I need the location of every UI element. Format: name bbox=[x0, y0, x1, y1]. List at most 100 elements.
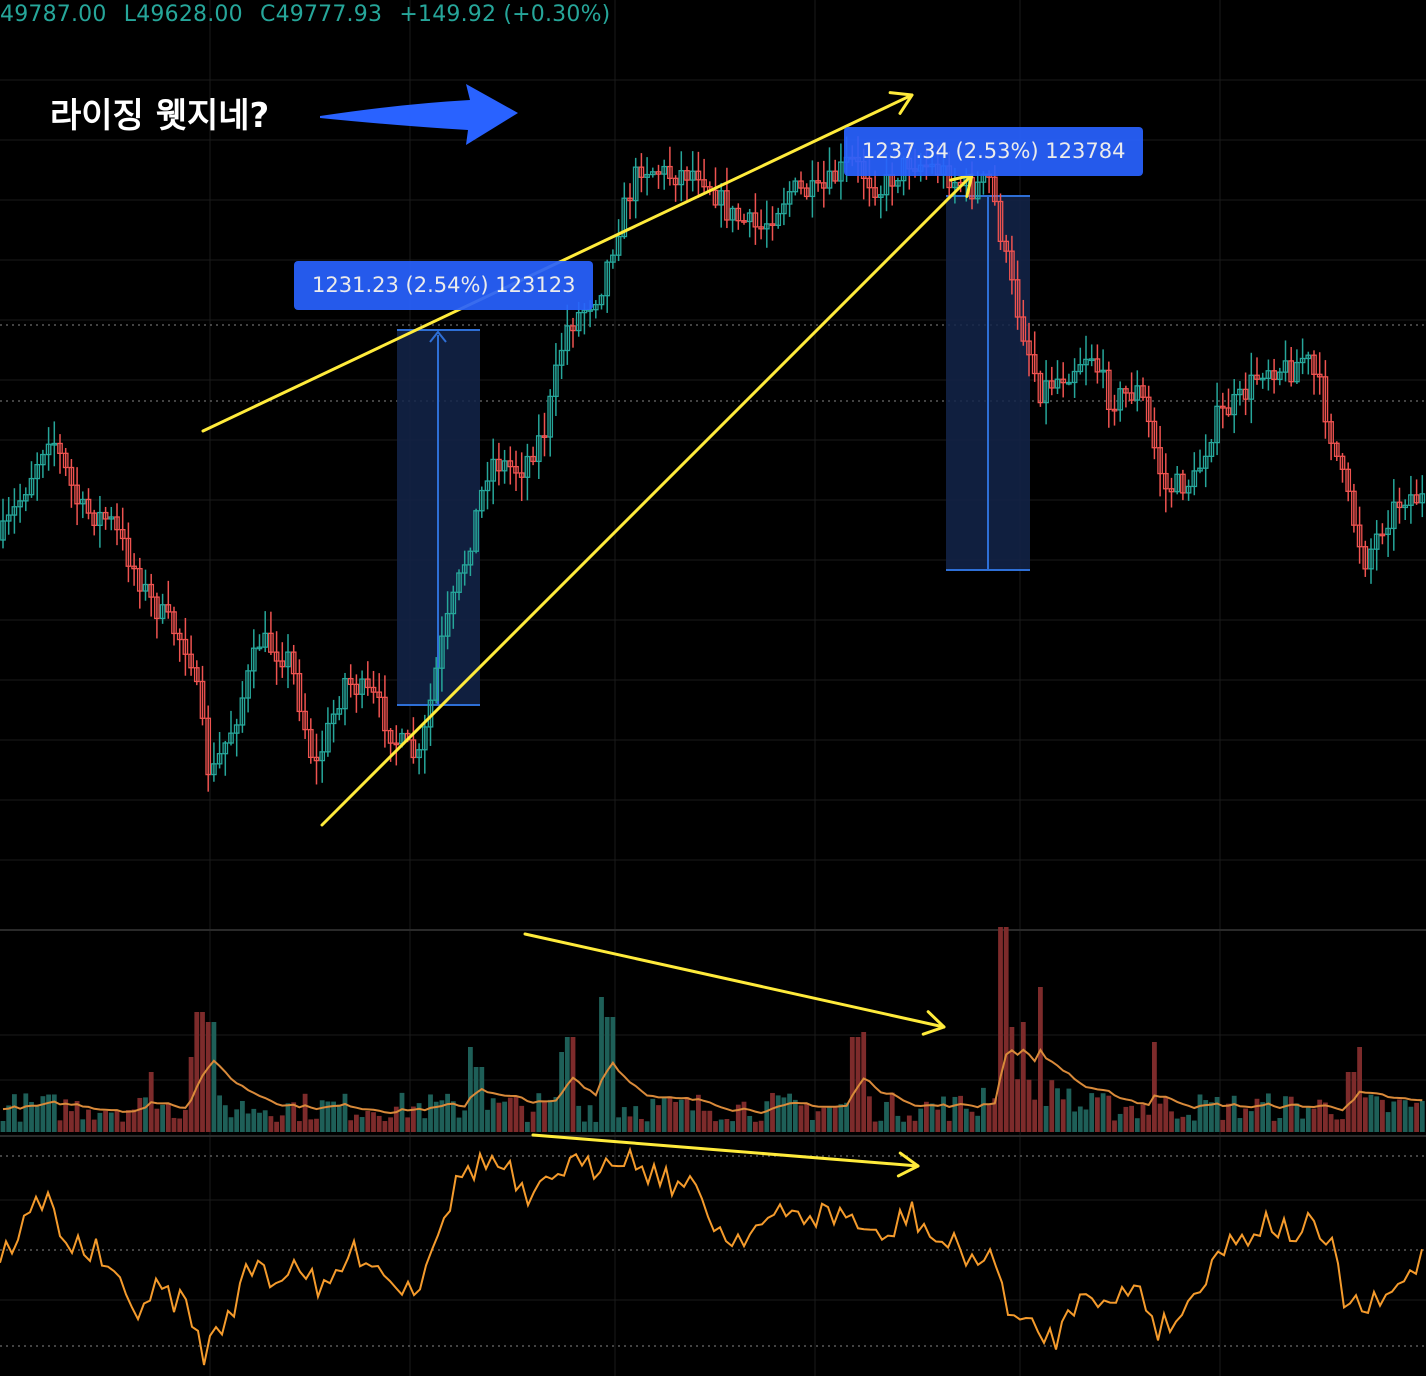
volume-bar bbox=[496, 1102, 502, 1132]
measurement-label[interactable]: 1231.23 (2.54%) 123123 bbox=[294, 261, 594, 310]
candle-body bbox=[604, 261, 611, 297]
volume-bar bbox=[912, 1120, 918, 1132]
volume-bar bbox=[576, 1105, 582, 1132]
volume-moving-average-line bbox=[2, 1048, 1423, 1115]
candle-body bbox=[1214, 405, 1220, 444]
candle-body bbox=[342, 677, 348, 710]
candle-body bbox=[1311, 354, 1317, 375]
volume-bar bbox=[975, 1115, 981, 1132]
candle-body bbox=[1111, 408, 1118, 412]
candle-body bbox=[28, 477, 35, 496]
volume-bar bbox=[450, 1101, 456, 1132]
volume-bar bbox=[1271, 1120, 1277, 1132]
volume-bar bbox=[718, 1119, 724, 1132]
volume-bar bbox=[998, 927, 1003, 1132]
candle-body bbox=[1333, 442, 1340, 457]
candle-body bbox=[524, 455, 531, 478]
candle-body bbox=[1288, 360, 1295, 383]
volume-bar bbox=[69, 1111, 74, 1132]
volume-bar bbox=[582, 1121, 587, 1132]
volume-bar bbox=[901, 1121, 906, 1132]
volume-bar bbox=[730, 1121, 735, 1132]
volume-bar bbox=[211, 1022, 217, 1132]
candle-body bbox=[11, 506, 18, 516]
candle-body bbox=[649, 171, 656, 176]
candle-body bbox=[410, 739, 417, 759]
candle-body bbox=[729, 207, 736, 221]
candle-body bbox=[1248, 374, 1255, 400]
candle-body bbox=[803, 187, 810, 198]
candle-body bbox=[610, 254, 616, 263]
volume-bar bbox=[832, 1106, 838, 1132]
measurement-label[interactable]: 1237.34 (2.53%) 123784 bbox=[844, 127, 1144, 176]
volume-bar bbox=[1060, 1099, 1066, 1132]
volume-bar bbox=[1123, 1106, 1129, 1132]
candle-body bbox=[22, 494, 29, 502]
candle-body bbox=[712, 189, 719, 206]
volume-bar bbox=[1260, 1102, 1266, 1132]
candle-body bbox=[689, 170, 696, 181]
candle-body bbox=[644, 173, 650, 178]
candle-body bbox=[79, 498, 86, 505]
volume-bar bbox=[6, 1105, 12, 1132]
volume-bar bbox=[963, 1108, 969, 1132]
volume-bar bbox=[929, 1103, 935, 1132]
candle-body bbox=[1174, 473, 1181, 493]
volume-bar bbox=[1220, 1119, 1226, 1132]
candle-body bbox=[1225, 407, 1232, 416]
candle-body bbox=[1071, 370, 1078, 384]
volume-bar bbox=[753, 1121, 758, 1132]
volume-bar bbox=[1231, 1095, 1237, 1132]
candle-body bbox=[34, 463, 41, 480]
volume-bar bbox=[1362, 1097, 1368, 1132]
volume-bar bbox=[114, 1110, 120, 1132]
candle-body bbox=[256, 646, 263, 650]
volume-bar bbox=[656, 1105, 661, 1132]
candle-body bbox=[541, 435, 548, 438]
candle-body bbox=[205, 717, 212, 776]
volume-series bbox=[0, 927, 1425, 1132]
volume-bar bbox=[1180, 1116, 1186, 1132]
volume-bar bbox=[684, 1096, 690, 1132]
candle-body bbox=[148, 583, 155, 598]
candle-body bbox=[353, 683, 360, 695]
candle-body bbox=[1117, 388, 1124, 411]
volume-bar bbox=[228, 1117, 234, 1132]
volume-bar bbox=[798, 1105, 804, 1132]
volume-bar bbox=[1334, 1119, 1340, 1132]
volume-bar bbox=[507, 1097, 513, 1132]
volume-bar bbox=[1157, 1103, 1163, 1132]
volume-bar bbox=[1203, 1100, 1209, 1132]
volume-bar bbox=[1197, 1094, 1203, 1132]
candle-body bbox=[1128, 392, 1135, 401]
volume-bar bbox=[1026, 1079, 1032, 1132]
volume-bar bbox=[194, 1012, 200, 1132]
candle-body bbox=[1105, 369, 1112, 411]
volume-bar bbox=[188, 1057, 194, 1132]
candle-body bbox=[1368, 548, 1374, 570]
volume-bar bbox=[616, 1117, 621, 1132]
volume-bar bbox=[924, 1101, 929, 1132]
candle-body bbox=[735, 207, 742, 222]
volume-bar bbox=[342, 1093, 348, 1132]
volume-bar bbox=[29, 1101, 34, 1132]
volume-bar bbox=[0, 1120, 6, 1132]
candle-body bbox=[421, 726, 428, 751]
candle-body bbox=[781, 203, 787, 215]
volume-bar bbox=[285, 1103, 291, 1132]
candle-body bbox=[695, 170, 702, 181]
candle-body bbox=[763, 223, 770, 230]
candle-body bbox=[826, 170, 833, 189]
candle-body bbox=[638, 166, 645, 178]
volume-bar bbox=[137, 1097, 143, 1132]
candle-body bbox=[1083, 358, 1089, 366]
volume-bar bbox=[1117, 1113, 1123, 1132]
candle-body bbox=[558, 349, 565, 366]
candle-body bbox=[330, 713, 337, 725]
volume-bar bbox=[735, 1104, 741, 1132]
volume-bar bbox=[1112, 1120, 1117, 1132]
volume-bar bbox=[644, 1121, 650, 1132]
volume-bar bbox=[74, 1101, 80, 1132]
volume-bar bbox=[1391, 1101, 1397, 1132]
